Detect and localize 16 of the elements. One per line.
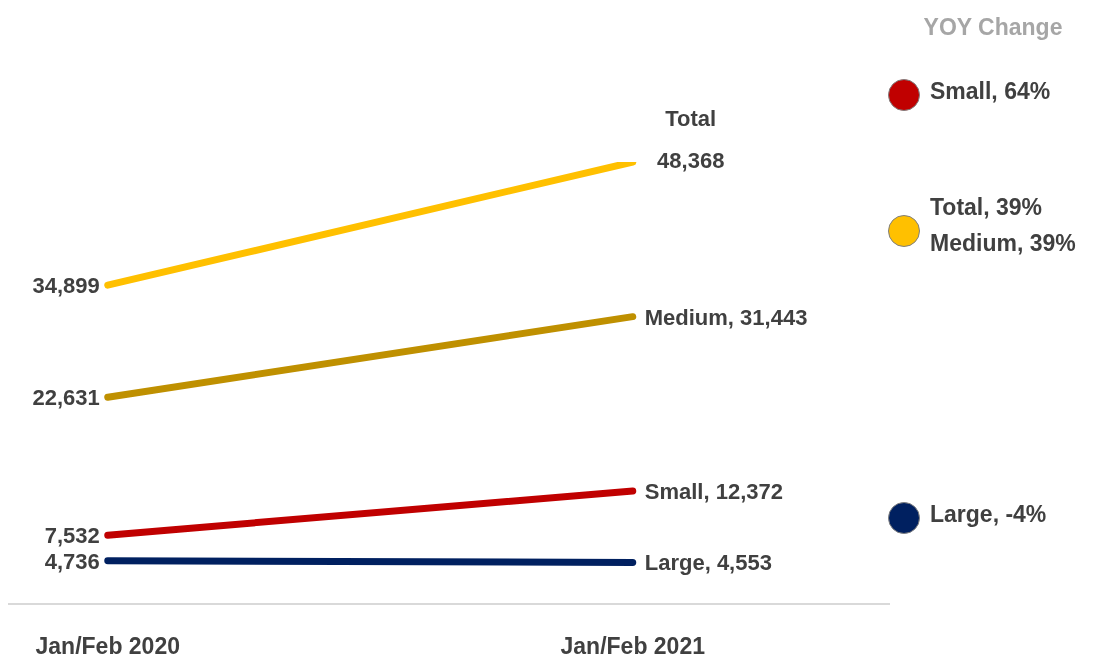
text: Medium, 31,443 <box>644 304 808 330</box>
data-label: 48,368 <box>657 148 725 173</box>
text: Total, 39% <box>930 194 1043 221</box>
data-label: 7,532 <box>44 523 100 549</box>
text: Large, 4,553 <box>644 550 772 576</box>
text: Large, -4% <box>930 501 1047 528</box>
data-label: 34,899 <box>32 273 100 299</box>
text: Small, 64% <box>930 78 1051 105</box>
x-tick-label: Jan/Feb 2020 <box>35 633 180 660</box>
data-label: 22,631 <box>32 385 100 411</box>
text: Total <box>665 106 717 131</box>
text: Small, 12,372 <box>644 478 783 504</box>
legend-title: YOY Change <box>922 14 1064 41</box>
text: Medium, 39% <box>930 230 1076 257</box>
x-tick-label: Jan/Feb 2021 <box>560 633 706 660</box>
data-label: 4,736 <box>44 548 100 574</box>
